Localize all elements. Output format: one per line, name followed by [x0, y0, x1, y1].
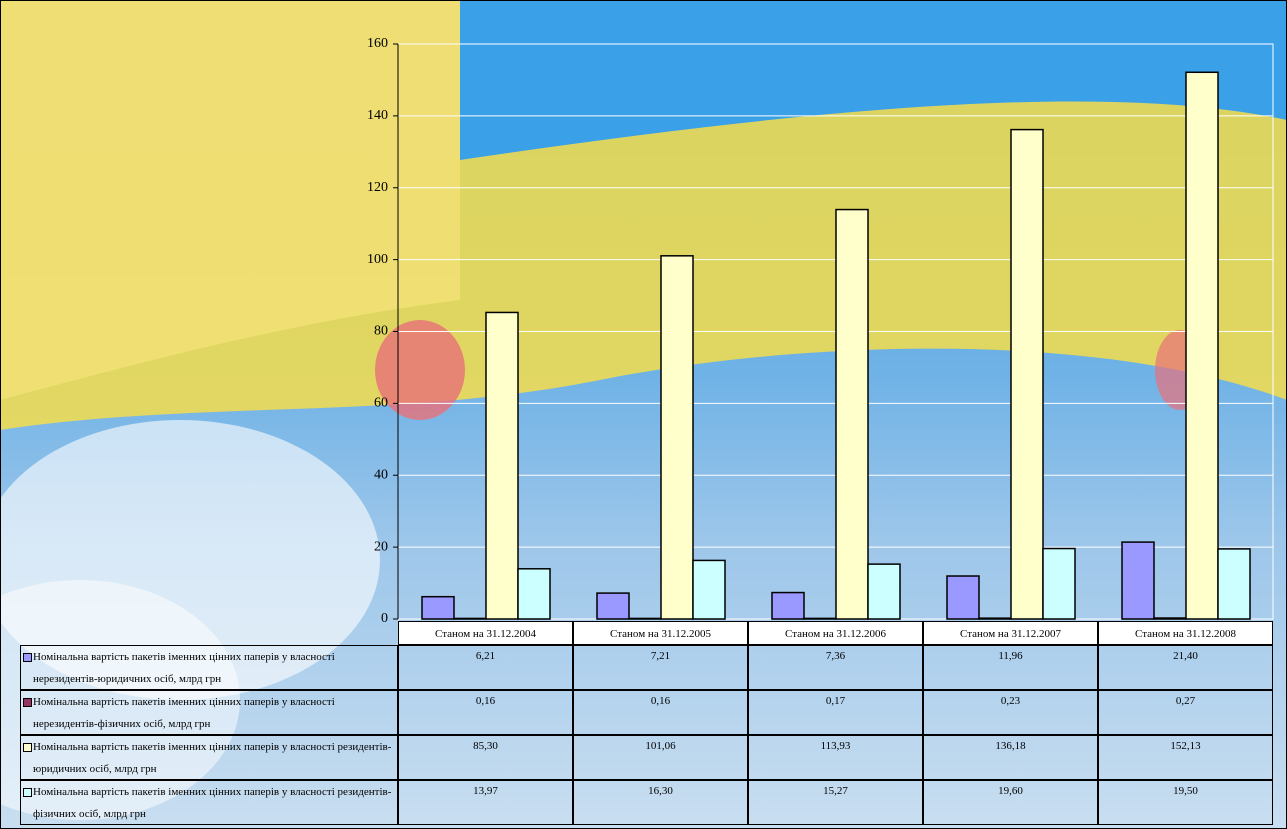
value-label: 101,06	[573, 735, 748, 780]
value-label: 0,17	[748, 690, 923, 735]
bar	[867, 563, 901, 620]
value-label: 15,27	[748, 780, 923, 825]
legend-label: Номінальна вартість пакетів іменних цінн…	[20, 780, 398, 825]
value-label: 7,21	[573, 645, 748, 690]
bar	[1121, 541, 1155, 620]
y-tick-label: 20	[374, 539, 388, 554]
bar	[485, 311, 519, 620]
category-header: Станом на 31.12.2005	[573, 621, 748, 645]
y-tick-label: 0	[381, 611, 388, 626]
y-tick-label: 160	[367, 36, 388, 51]
bar	[771, 591, 805, 620]
legend-swatch	[23, 788, 32, 797]
bar	[692, 559, 726, 620]
legend-text: Номінальна вартість пакетів іменних цінн…	[33, 786, 392, 820]
value-label: 6,21	[398, 645, 573, 690]
bar	[835, 208, 869, 620]
legend-label: Номінальна вартість пакетів іменних цінн…	[20, 645, 398, 690]
value-label: 0,16	[398, 690, 573, 735]
value-label: 85,30	[398, 735, 573, 780]
bar	[660, 255, 694, 620]
category-header: Станом на 31.12.2007	[923, 621, 1098, 645]
bar	[1153, 617, 1187, 620]
value-label: 11,96	[923, 645, 1098, 690]
legend-text: Номінальна вартість пакетів іменних цінн…	[33, 696, 335, 730]
category-header: Станом на 31.12.2008	[1098, 621, 1273, 645]
value-label: 0,16	[573, 690, 748, 735]
bar	[946, 575, 980, 620]
value-label: 16,30	[573, 780, 748, 825]
bar	[1042, 547, 1076, 620]
legend-swatch	[23, 653, 32, 662]
y-tick-label: 60	[374, 396, 388, 411]
value-label: 19,50	[1098, 780, 1273, 825]
legend-label: Номінальна вартість пакетів іменних цінн…	[20, 735, 398, 780]
bar	[628, 617, 662, 620]
value-label: 113,93	[748, 735, 923, 780]
y-tick-label: 140	[367, 108, 388, 123]
legend-text: Номінальна вартість пакетів іменних цінн…	[33, 741, 392, 775]
legend-label: Номінальна вартість пакетів іменних цінн…	[20, 690, 398, 735]
value-label: 152,13	[1098, 735, 1273, 780]
value-label: 19,60	[923, 780, 1098, 825]
y-tick-label: 120	[367, 180, 388, 195]
legend-swatch	[23, 698, 32, 707]
value-label: 136,18	[923, 735, 1098, 780]
bar	[978, 617, 1012, 620]
y-tick-label: 80	[374, 324, 388, 339]
y-tick-label: 100	[367, 252, 388, 267]
value-label: 21,40	[1098, 645, 1273, 690]
value-label: 0,27	[1098, 690, 1273, 735]
bar	[517, 568, 551, 620]
bar	[421, 595, 455, 620]
bar	[803, 617, 837, 620]
bar	[596, 592, 630, 620]
legend-swatch	[23, 743, 32, 752]
bar	[453, 617, 487, 620]
legend-text: Номінальна вартість пакетів іменних цінн…	[33, 651, 335, 685]
value-label: 0,23	[923, 690, 1098, 735]
bar	[1217, 548, 1251, 620]
value-label: 7,36	[748, 645, 923, 690]
value-label: 13,97	[398, 780, 573, 825]
category-header: Станом на 31.12.2004	[398, 621, 573, 645]
y-tick-label: 40	[374, 467, 388, 482]
category-header: Станом на 31.12.2006	[748, 621, 923, 645]
bar	[1185, 71, 1219, 620]
bar	[1010, 128, 1044, 620]
